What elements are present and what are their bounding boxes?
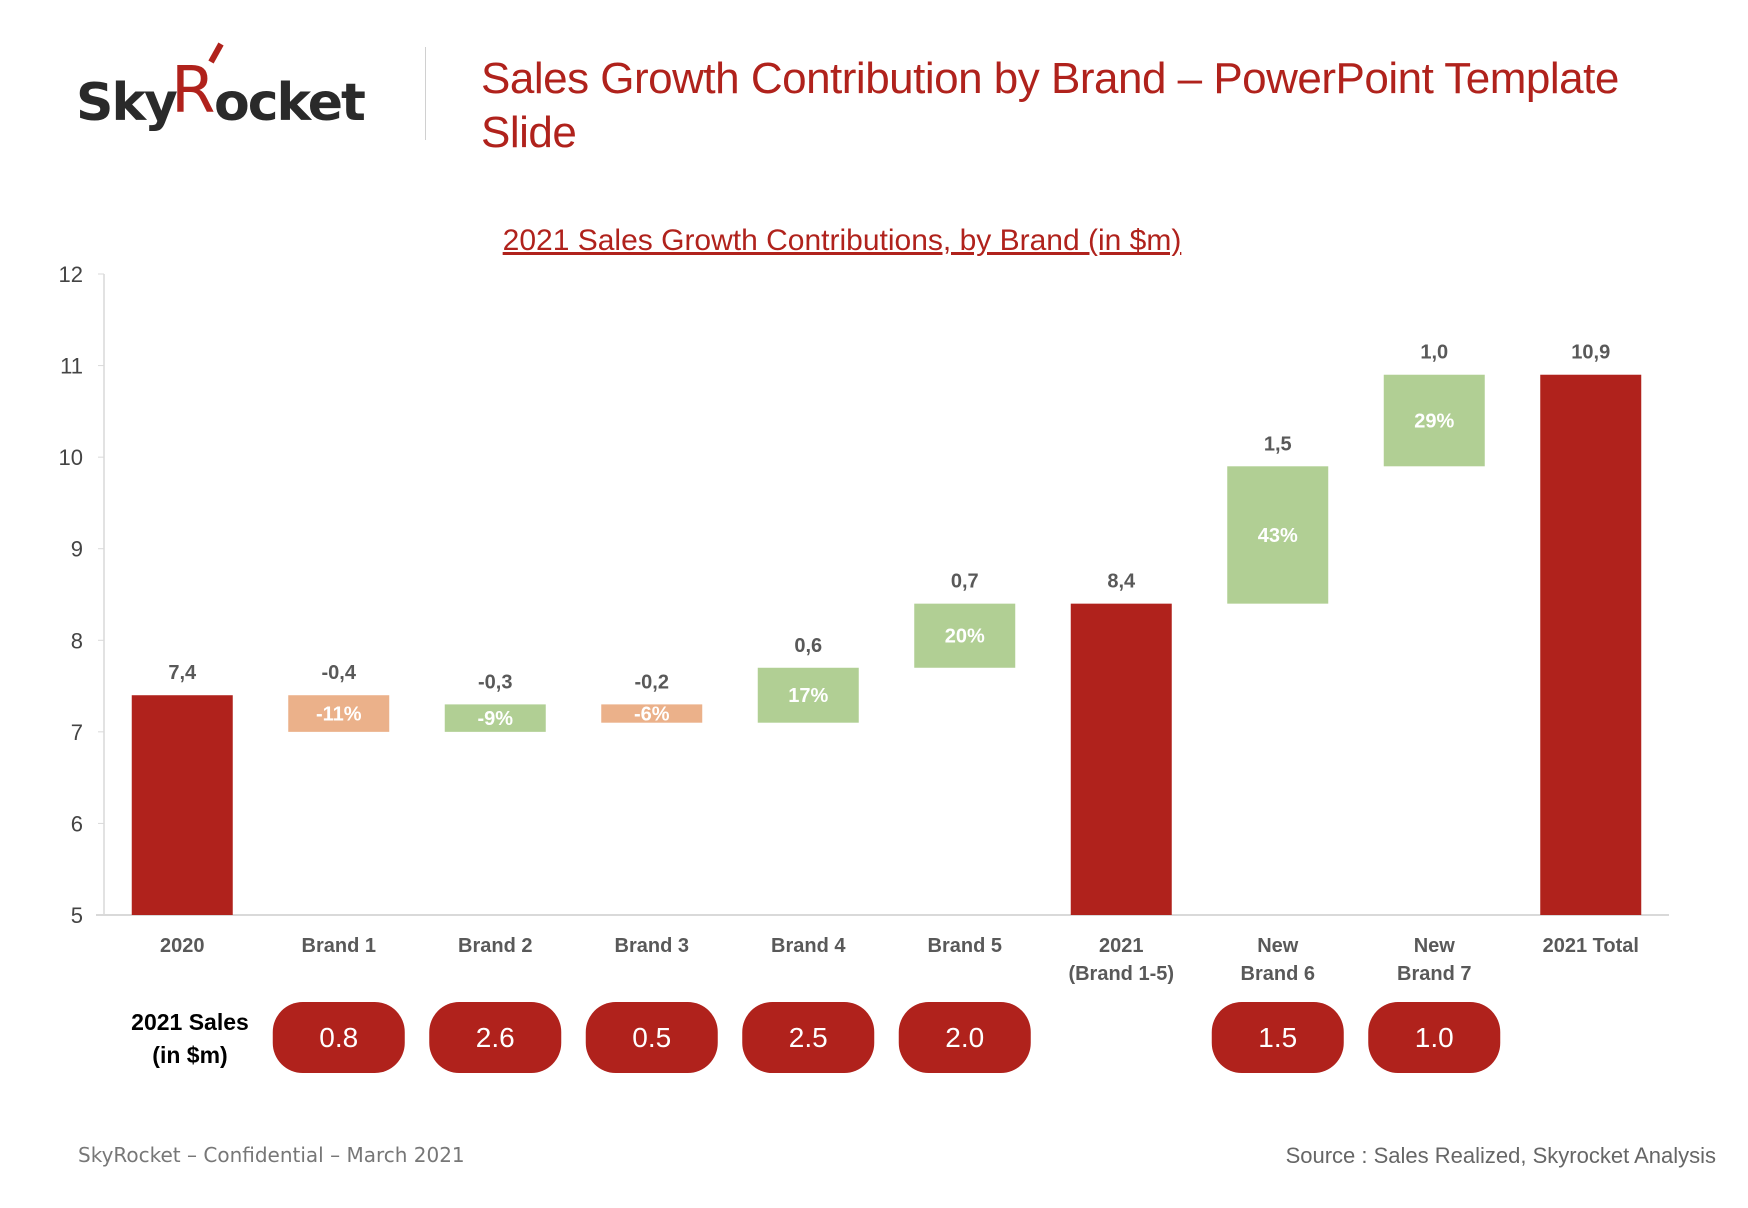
bar-value-label: 10,9 bbox=[1571, 342, 1610, 364]
bar-5 bbox=[757, 667, 859, 723]
bar-2 bbox=[288, 695, 390, 732]
bar-4 bbox=[601, 704, 703, 723]
bar-value-label: 0,7 bbox=[951, 571, 979, 593]
bar-pct-label: 20% bbox=[945, 626, 985, 648]
bar-pct-label: 43% bbox=[1258, 525, 1298, 547]
x-tick-label: Brand 7 bbox=[1397, 963, 1471, 985]
bar-value-label: -0,4 bbox=[322, 662, 357, 684]
y-tick-label: 6 bbox=[71, 811, 83, 836]
x-tick-label: Brand 4 bbox=[771, 935, 846, 957]
bar-3 bbox=[444, 704, 546, 732]
sales-pill-value: 0.8 bbox=[319, 1022, 358, 1053]
x-tick-label: Brand 5 bbox=[928, 935, 1002, 957]
sales-pill bbox=[898, 1002, 1031, 1073]
sales-pill-value: 1.5 bbox=[1258, 1022, 1297, 1053]
bar-pct-label: 29% bbox=[1414, 411, 1454, 433]
bar-pct-label: -11% bbox=[316, 704, 362, 726]
y-tick-label: 8 bbox=[71, 628, 83, 653]
sales-pill-value: 0.5 bbox=[632, 1022, 671, 1053]
x-tick-label: Brand 6 bbox=[1241, 963, 1315, 985]
y-tick-label: 12 bbox=[59, 262, 83, 287]
x-tick-label: New bbox=[1257, 935, 1299, 957]
bar-7 bbox=[1070, 603, 1172, 915]
svg-text:Sky: Sky bbox=[76, 73, 177, 133]
header-divider bbox=[425, 47, 426, 140]
bar-8 bbox=[1227, 466, 1329, 604]
bar-value-label: 7,4 bbox=[168, 662, 197, 684]
y-tick-label: 9 bbox=[71, 537, 83, 562]
y-tick-label: 10 bbox=[59, 445, 83, 470]
svg-text:ocket: ocket bbox=[214, 73, 365, 133]
y-tick-label: 11 bbox=[60, 354, 83, 379]
sales-pill-value: 1.0 bbox=[1415, 1022, 1454, 1053]
x-tick-label: Brand 2 bbox=[458, 935, 532, 957]
x-tick-label: 2021 Total bbox=[1543, 935, 1639, 957]
x-tick-label: Brand 3 bbox=[615, 935, 689, 957]
bar-10 bbox=[1540, 374, 1642, 915]
sales-pill bbox=[429, 1002, 562, 1073]
bar-value-label: 1,5 bbox=[1264, 433, 1292, 455]
sales-pill-value: 2.6 bbox=[476, 1022, 515, 1053]
sales-row-label: 2021 Sales bbox=[131, 1009, 249, 1035]
bar-value-label: -0,3 bbox=[478, 671, 512, 693]
sales-pill bbox=[1211, 1002, 1344, 1073]
sales-pill bbox=[742, 1002, 875, 1073]
slide-title: Sales Growth Contribution by Brand – Pow… bbox=[481, 54, 1619, 157]
chart-title: 2021 Sales Growth Contributions, by Bran… bbox=[503, 224, 1182, 257]
bar-6 bbox=[914, 603, 1016, 668]
footer-confidential: SkyRocket – Confidential – March 2021 bbox=[78, 1143, 465, 1167]
y-tick-label: 5 bbox=[71, 903, 83, 928]
x-tick-label: 2021 bbox=[1099, 935, 1144, 957]
x-tick-label: 2020 bbox=[160, 935, 205, 957]
bar-pct-label: -9% bbox=[477, 708, 513, 730]
x-tick-label: New bbox=[1414, 935, 1456, 957]
x-tick-label: Brand 1 bbox=[302, 935, 376, 957]
bar-value-label: 1,0 bbox=[1420, 342, 1448, 364]
sales-row-label: (in $m) bbox=[152, 1042, 227, 1068]
x-tick-label: (Brand 1-5) bbox=[1068, 963, 1174, 985]
footer-source: Source : Sales Realized, Skyrocket Analy… bbox=[1285, 1143, 1716, 1168]
sales-pill bbox=[1368, 1002, 1501, 1073]
y-tick-label: 7 bbox=[71, 720, 83, 745]
sales-pill bbox=[585, 1002, 718, 1073]
bar-pct-label: 17% bbox=[788, 685, 828, 707]
skyrocket-logo: Sky R ocket bbox=[76, 40, 386, 140]
bar-pct-label: -6% bbox=[634, 704, 670, 726]
bar-value-label: -0,2 bbox=[635, 671, 669, 693]
bar-value-label: 8,4 bbox=[1107, 571, 1136, 593]
sales-pill-value: 2.0 bbox=[945, 1022, 984, 1053]
sales-pill-value: 2.5 bbox=[789, 1022, 828, 1053]
bar-value-label: 0,6 bbox=[794, 635, 822, 657]
bar-9 bbox=[1383, 374, 1485, 467]
sales-pill bbox=[272, 1002, 405, 1073]
svg-text:R: R bbox=[171, 54, 215, 128]
bar-1 bbox=[131, 695, 233, 915]
